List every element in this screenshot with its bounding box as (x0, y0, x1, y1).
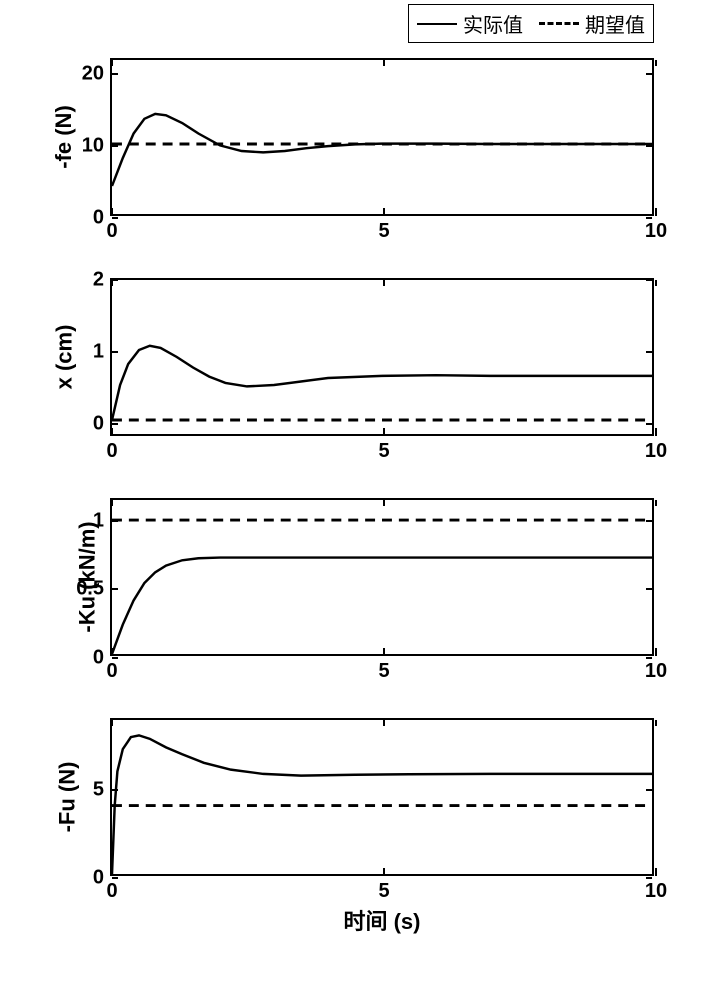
ytick-label: 2 (93, 269, 104, 292)
plot-area: 0120510 (110, 278, 654, 436)
ytick-label: 0 (93, 412, 104, 435)
xtick-label: 0 (106, 440, 117, 463)
legend-item-actual: 实际值 (417, 9, 523, 38)
y-axis-label: -Ku (kN/m) (75, 521, 101, 632)
x-axis-label: 时间 (s) (343, 904, 420, 936)
ytick-label: 5 (93, 779, 104, 802)
xtick (655, 428, 657, 436)
plot-area: 00.510510 (110, 498, 654, 656)
xtick-label: 0 (106, 880, 117, 903)
panel-2: 00.510510-Ku (kN/m) (110, 498, 654, 656)
xtick-label: 10 (645, 660, 667, 683)
ytick (112, 877, 118, 879)
xtick-label: 5 (378, 880, 389, 903)
ytick-label: 0 (93, 867, 104, 890)
xtick-label: 5 (378, 220, 389, 243)
xtick-label: 0 (106, 660, 117, 683)
ytick (112, 657, 118, 659)
xtick (655, 648, 657, 656)
actual-curve (112, 346, 652, 420)
xtick-label: 10 (645, 440, 667, 463)
ytick-label: 0 (93, 647, 104, 670)
xtick (655, 60, 657, 66)
ytick-label: 20 (82, 63, 104, 86)
y-axis-label: -Fu (N) (54, 762, 80, 833)
plot-svg (112, 60, 652, 214)
figure: 实际值 期望值 010200510-fe (N)0120510x (cm)00.… (0, 0, 714, 1000)
panel-1: 0120510x (cm) (110, 278, 654, 436)
xtick-label: 10 (645, 220, 667, 243)
legend-solid-line (417, 23, 457, 25)
actual-curve (112, 558, 652, 654)
y-axis-label: x (cm) (51, 325, 77, 390)
legend-desired-label: 期望值 (585, 9, 645, 38)
xtick-label: 5 (378, 660, 389, 683)
y-axis-label: -fe (N) (51, 105, 77, 169)
legend-item-desired: 期望值 (539, 9, 645, 38)
xtick (655, 868, 657, 876)
plot-area: 010200510 (110, 58, 654, 216)
legend: 实际值 期望值 (408, 4, 654, 43)
panel-3: 050510-Fu (N)时间 (s) (110, 718, 654, 876)
ytick-label: 0 (93, 207, 104, 230)
panel-0: 010200510-fe (N) (110, 58, 654, 216)
ytick (646, 657, 652, 659)
plot-svg (112, 280, 652, 434)
ytick-label: 10 (82, 135, 104, 158)
xtick (655, 720, 657, 726)
xtick-label: 5 (378, 440, 389, 463)
xtick (655, 500, 657, 506)
xtick (655, 280, 657, 286)
ytick (112, 217, 118, 219)
actual-curve (112, 114, 652, 186)
legend-actual-label: 实际值 (463, 9, 523, 38)
ytick-label: 1 (93, 340, 104, 363)
xtick-label: 0 (106, 220, 117, 243)
xtick-label: 10 (645, 880, 667, 903)
plot-area: 050510 (110, 718, 654, 876)
plot-svg (112, 500, 652, 654)
legend-dashed-line (539, 22, 579, 25)
ytick (646, 877, 652, 879)
xtick (655, 208, 657, 216)
plot-svg (112, 720, 652, 874)
ytick (646, 217, 652, 219)
